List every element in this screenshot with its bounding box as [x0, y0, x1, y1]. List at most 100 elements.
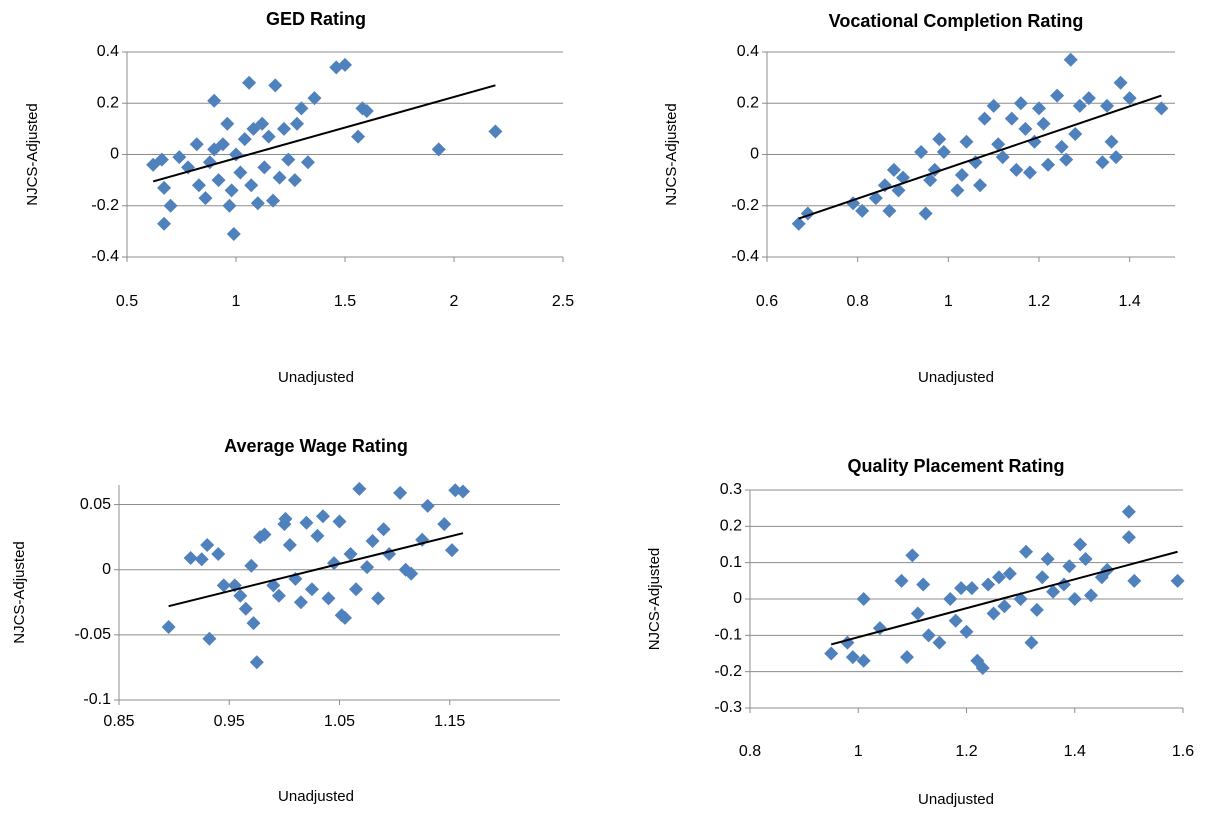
x-tick-label: 0.85	[103, 713, 134, 730]
point	[986, 98, 1001, 113]
point	[310, 528, 325, 543]
point	[257, 160, 272, 175]
point	[1040, 552, 1055, 567]
point	[916, 577, 931, 592]
point	[294, 101, 309, 116]
point	[964, 581, 979, 596]
point	[1122, 91, 1137, 106]
x-axis-label: Unadjusted	[278, 369, 354, 386]
x-tick-label: 0.8	[847, 293, 869, 310]
y-tick-label: 0	[102, 561, 111, 578]
x-axis-label: Unadjusted	[278, 788, 354, 805]
chart-title: Average Wage Rating	[224, 436, 408, 456]
x-axis-label: Unadjusted	[918, 369, 994, 386]
point	[991, 137, 1006, 152]
point	[157, 216, 172, 231]
point	[1035, 570, 1050, 585]
point	[1067, 592, 1082, 606]
y-tick-label: 0.3	[720, 481, 742, 498]
point	[1121, 530, 1136, 545]
point	[371, 591, 386, 606]
point	[215, 137, 230, 152]
point	[1002, 566, 1017, 581]
point	[1072, 98, 1087, 113]
y-tick-label: 0	[110, 146, 119, 163]
point	[856, 653, 871, 668]
point	[222, 198, 237, 213]
point	[444, 543, 459, 558]
point	[932, 635, 947, 650]
point	[233, 165, 248, 180]
point	[290, 116, 305, 131]
point	[488, 124, 503, 139]
point	[338, 57, 352, 72]
point	[1036, 116, 1051, 131]
point	[304, 582, 319, 597]
point	[954, 168, 969, 182]
x-tick-label: 0.5	[116, 293, 138, 310]
y-tick-label: -0.2	[731, 197, 759, 214]
point	[299, 515, 314, 530]
point	[200, 537, 215, 552]
point	[943, 592, 958, 606]
chart-title: Quality Placement Rating	[847, 456, 1064, 476]
point	[244, 558, 259, 573]
x-tick-label: 1	[854, 743, 863, 760]
x-tick-label: 1.4	[1064, 743, 1086, 760]
x-tick-label: 1.6	[1172, 743, 1194, 760]
point	[1022, 165, 1037, 180]
point	[894, 573, 909, 588]
point	[1127, 573, 1142, 588]
point	[257, 527, 272, 542]
point	[250, 196, 265, 211]
y-tick-label: 0.4	[737, 43, 759, 60]
point	[437, 517, 452, 532]
x-tick-label: 2	[450, 293, 459, 310]
point	[1024, 635, 1039, 650]
point	[431, 142, 446, 157]
point	[1041, 157, 1056, 172]
point	[249, 655, 264, 670]
point	[995, 150, 1010, 165]
point	[923, 173, 938, 188]
x-tick-label: 1.05	[324, 713, 355, 730]
point	[278, 511, 293, 526]
point	[1018, 121, 1033, 136]
point	[855, 203, 870, 218]
point	[261, 129, 276, 144]
point	[191, 178, 206, 193]
y-tick-label: 0	[733, 590, 742, 607]
y-tick-label: 0.2	[737, 94, 759, 111]
y-tick-label: 0.2	[720, 518, 742, 535]
point	[157, 180, 172, 195]
y-tick-label: -0.1	[83, 691, 111, 708]
y-tick-label: 0.05	[80, 496, 111, 513]
y-tick-label: -0.2	[714, 663, 742, 680]
point	[220, 116, 235, 131]
point	[936, 144, 951, 159]
y-tick-label: 0.1	[720, 554, 742, 571]
trendline	[152, 84, 496, 183]
point	[1073, 537, 1088, 552]
trendline	[830, 550, 1178, 646]
point	[1154, 101, 1169, 116]
point	[287, 173, 302, 188]
point	[376, 522, 391, 537]
y-tick-label: 0.2	[97, 94, 119, 111]
point	[207, 93, 222, 108]
point	[276, 121, 291, 136]
point	[349, 582, 364, 597]
point	[1095, 155, 1110, 170]
point	[932, 132, 947, 147]
point	[914, 144, 929, 159]
point	[975, 661, 990, 676]
x-tick-label: 1.2	[1028, 293, 1050, 310]
point	[194, 552, 209, 567]
point	[420, 498, 435, 513]
x-tick-label: 1.4	[1119, 293, 1141, 310]
point	[404, 566, 419, 581]
point	[1113, 75, 1128, 90]
point	[382, 547, 397, 562]
point	[840, 635, 855, 650]
